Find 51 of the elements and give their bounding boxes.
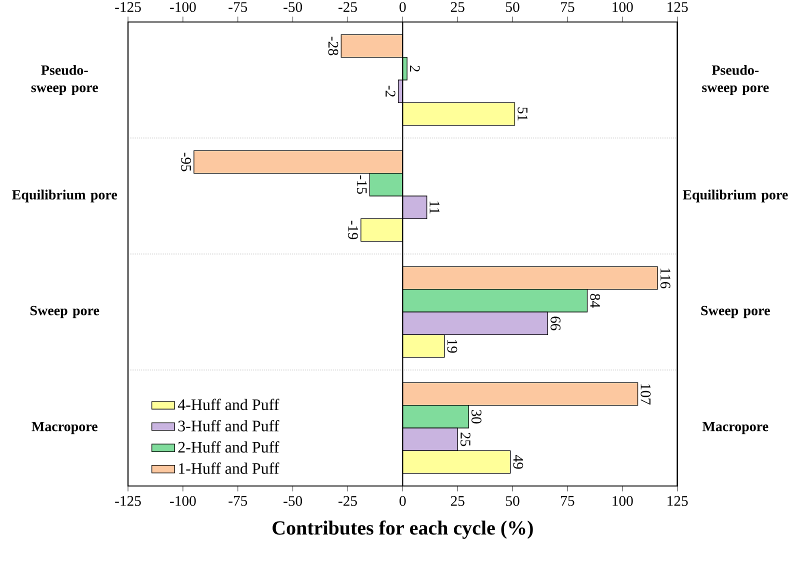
x2-tick-label: -50	[284, 2, 302, 12]
data-label: 11	[430, 202, 440, 214]
y-tick-label: Sweep pore	[701, 306, 770, 318]
data-label: 107	[640, 384, 651, 405]
x2-tick-label: -25	[338, 2, 357, 12]
x2-tick-label: -125	[115, 2, 141, 12]
x2-tick-label: 50	[506, 2, 520, 12]
data-label: 49	[513, 454, 524, 469]
data-label: -15	[356, 175, 367, 194]
x-tick-label: -125	[115, 496, 141, 506]
x2-tick-label: 125	[668, 2, 688, 12]
x2-tick-label: -100	[170, 2, 196, 12]
x2-tick-label: 75	[561, 2, 574, 12]
x-axis-title: Contributes for each cycle (%)	[272, 520, 533, 539]
data-label: 25	[460, 432, 470, 446]
y2-tick-label: Equilibrium pore	[12, 190, 118, 202]
x-tick-label: -75	[228, 496, 248, 506]
x2-tick-label: -75	[228, 2, 248, 12]
legend-label: 4-Huff and Puff	[178, 398, 280, 410]
x-tick-label: -50	[284, 496, 302, 506]
data-label: 51	[518, 108, 528, 120]
y-tick-label: Equilibrium pore	[682, 190, 788, 202]
legend-label: 1-Huff and Puff	[179, 462, 280, 474]
x-tick-label: 125	[668, 496, 688, 506]
data-label: -95	[181, 152, 191, 172]
y-tick-label: Macropore	[702, 422, 768, 434]
data-label: 30	[472, 410, 482, 424]
x-tick-label: -100	[170, 496, 196, 506]
x-tick-label: 75	[561, 496, 574, 506]
data-label: 19	[447, 340, 458, 353]
legend-label: 2-Huff and Puff	[178, 441, 280, 453]
data-label: -28	[328, 36, 338, 56]
legend-label: 3-Huff and Puff	[178, 420, 280, 432]
x-tick-label: 50	[506, 496, 520, 506]
y2-tick-label: Pseudo-sweep pore	[31, 65, 98, 96]
x-tick-label: -25	[338, 496, 357, 506]
y2-tick-label: Macropore	[32, 422, 98, 434]
data-label: -2	[386, 86, 396, 97]
x-tick-label: 100	[612, 496, 633, 506]
x2-tick-label: 25	[450, 2, 464, 12]
data-label: 116	[660, 268, 670, 288]
x-tick-label: 0	[400, 496, 406, 506]
data-label: 2	[410, 66, 420, 72]
data-label: 66	[550, 316, 560, 330]
data-label: 84	[590, 294, 600, 308]
x2-tick-label: 100	[612, 2, 633, 12]
x2-tick-label: 0	[400, 2, 406, 12]
data-label: -19	[348, 220, 358, 240]
y2-tick-label: Sweep pore	[30, 306, 100, 318]
x-tick-label: 25	[450, 496, 464, 506]
y-tick-label: Pseudo-sweep pore	[702, 65, 769, 96]
